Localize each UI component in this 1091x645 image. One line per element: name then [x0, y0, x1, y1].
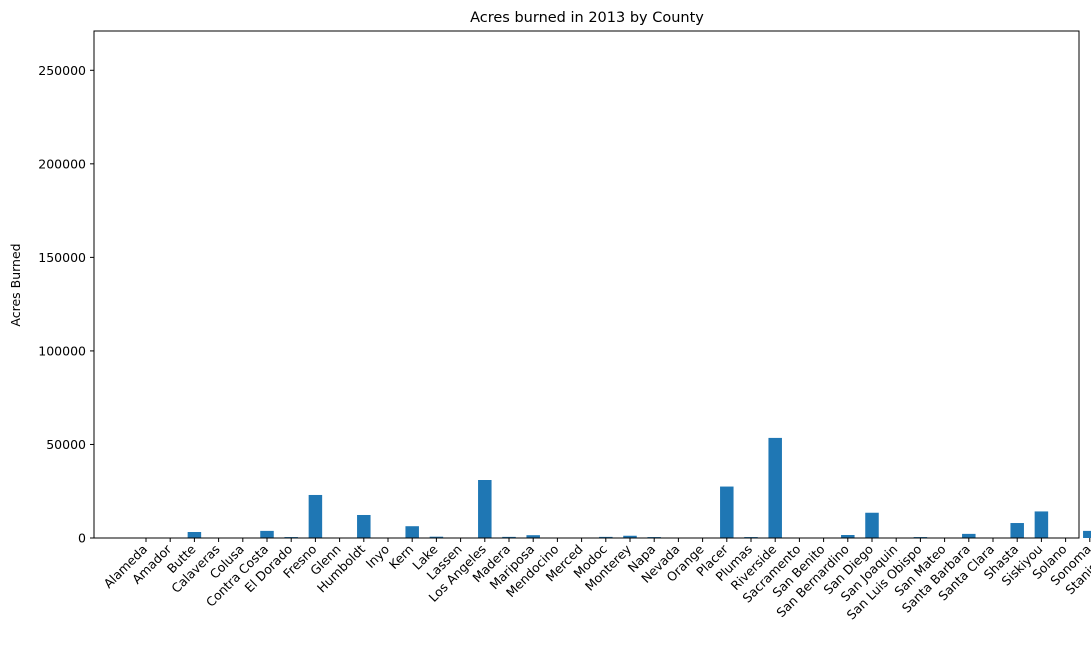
y-tick-label: 200000 — [38, 156, 86, 171]
bar-humboldt — [357, 514, 371, 538]
y-tick-label: 100000 — [38, 343, 86, 358]
bar-contra-costa — [260, 530, 274, 538]
bar-santa-barbara — [962, 533, 976, 538]
bar-modoc — [599, 536, 613, 538]
bar-butte — [187, 532, 202, 538]
bar-lake — [429, 536, 444, 538]
y-axis-label: Acres Burned — [8, 243, 23, 326]
bar-shasta — [1010, 523, 1024, 538]
chart-title: Acres burned in 2013 by County — [470, 10, 704, 26]
bar-sonoma — [1083, 530, 1091, 538]
bar-madera — [502, 536, 516, 538]
y-tick-label: 250000 — [38, 63, 86, 78]
bar-siskiyou — [1034, 511, 1049, 538]
plot-frame — [93, 30, 1080, 539]
bar-fresno — [308, 494, 323, 538]
y-tick-label: 150000 — [38, 250, 86, 265]
bar-san-diego — [865, 512, 879, 538]
bar-mariposa — [526, 535, 540, 538]
bar-kern — [405, 526, 419, 538]
y-tick-label: 0 — [78, 531, 86, 546]
bar-los-angeles — [478, 480, 492, 538]
bar-riverside — [768, 437, 782, 538]
y-tick-label: 50000 — [46, 437, 86, 452]
bar-placer — [720, 486, 734, 538]
bar-monterey — [623, 535, 637, 538]
bar-san-bernardino — [841, 535, 855, 538]
y-axis: 0 50000 100000 150000 200000 250000 — [38, 63, 94, 546]
